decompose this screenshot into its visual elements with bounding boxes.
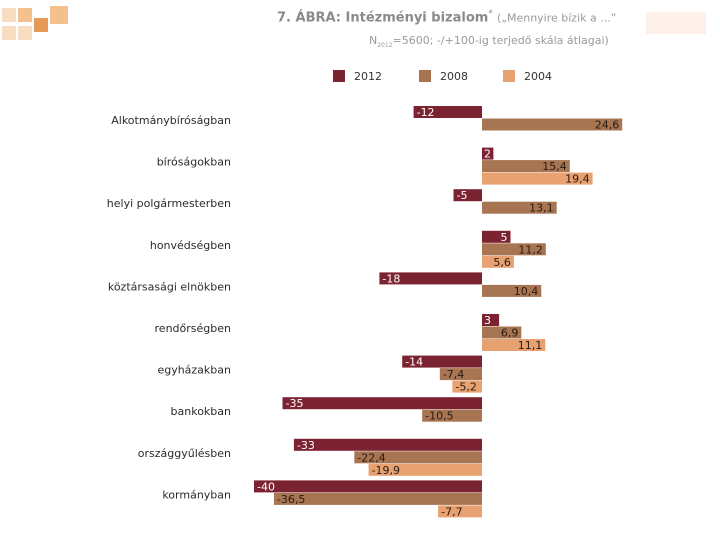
data-label-2004: 11,1 <box>518 339 543 352</box>
subtitle-n: N <box>369 34 378 47</box>
bar-2012 <box>254 480 482 493</box>
chart-title-star: * <box>488 9 493 19</box>
category-label: rendőrségben <box>155 322 231 335</box>
data-label-2012: -40 <box>257 480 275 493</box>
bar-2012 <box>379 272 482 285</box>
bar-2008 <box>482 201 557 214</box>
data-label-2004: -7,7 <box>441 505 462 518</box>
legend-label: 2004 <box>524 70 552 83</box>
logo-square <box>34 18 48 32</box>
category-label: egyházakban <box>157 364 231 377</box>
bar-2004 <box>438 505 482 518</box>
category-label: országgyűlésben <box>138 447 231 460</box>
bar-2012 <box>282 397 482 410</box>
data-label-2012: -5 <box>457 189 468 202</box>
bar-2012 <box>293 438 482 451</box>
subtitle-n-sub: 2012 <box>377 42 393 50</box>
bar-2012 <box>413 106 482 118</box>
logo-square <box>2 26 16 40</box>
category-label: Alkotmánybíróságban <box>111 114 231 127</box>
logo <box>0 0 75 45</box>
data-label-2008: 24,6 <box>595 119 620 132</box>
data-label-2012: -12 <box>417 106 435 119</box>
bar-2004 <box>482 172 593 185</box>
data-label-2008: 6,9 <box>501 327 519 340</box>
category-label: helyi polgármesterben <box>107 197 231 210</box>
subtitle-rest: =5600; -/+100-ig terjedő skála átlagai) <box>392 34 609 47</box>
logo-square <box>2 8 16 22</box>
legend-item-2008: 2008 <box>419 70 468 83</box>
bar-2004 <box>368 463 482 476</box>
data-label-2008: -22,4 <box>357 451 385 464</box>
bar-2008 <box>273 492 482 505</box>
data-label-2004: 19,4 <box>565 173 590 186</box>
bar-2008 <box>482 326 522 339</box>
category-label: köztársasági elnökben <box>108 280 231 293</box>
corner-decoration <box>646 12 706 34</box>
data-label-2012: -33 <box>297 439 315 452</box>
data-label-2004: -19,9 <box>372 464 400 477</box>
bar-2008 <box>439 368 482 381</box>
bar-2008 <box>482 160 570 173</box>
chart-title: 7. ÁBRA: Intézményi bizalom* („Mennyire … <box>277 9 616 25</box>
logo-square <box>18 8 32 22</box>
bar-2004 <box>482 339 546 351</box>
bar-2008 <box>482 118 623 131</box>
chart-title-main: 7. ÁBRA: Intézményi bizalom <box>277 10 489 26</box>
chart-subtitle: N2012=5600; -/+100-ig terjedő skála átla… <box>369 34 609 49</box>
data-label-2012: -14 <box>405 356 423 369</box>
bar-2004 <box>482 255 514 268</box>
category-label: kormányban <box>162 488 231 501</box>
bar-2008 <box>354 451 482 464</box>
legend-label: 2012 <box>354 70 382 83</box>
category-label: bankokban <box>171 405 231 418</box>
bar-2012 <box>402 355 482 368</box>
category-label: honvédségben <box>150 239 231 252</box>
chart-title-quote: („Mennyire bízik a ...” <box>496 11 617 25</box>
legend-item-2012: 2012 <box>333 70 382 83</box>
legend-swatch-2008 <box>419 70 431 82</box>
logo-square <box>50 6 68 24</box>
data-label-2008: -36,5 <box>277 493 305 506</box>
legend-label: 2008 <box>440 70 468 83</box>
bar-2012 <box>482 147 494 160</box>
data-label-2012: -18 <box>382 272 400 285</box>
data-label-2008: 11,2 <box>518 243 543 256</box>
data-label-2012: 5 <box>501 231 508 244</box>
data-label-2012: 3 <box>484 314 491 327</box>
data-label-2008: -7,4 <box>443 368 464 381</box>
legend-item-2004: 2004 <box>503 70 552 83</box>
bar-2012 <box>482 314 500 326</box>
bar-2012 <box>453 189 482 202</box>
data-label-2004: 5,6 <box>493 256 511 269</box>
bar-2008 <box>422 409 482 422</box>
category-label: bíróságokban <box>157 156 231 169</box>
data-label-2008: 13,1 <box>529 202 554 215</box>
legend-swatch-2012 <box>333 70 345 82</box>
data-label-2004: -5,2 <box>455 381 476 394</box>
data-label-2008: 15,4 <box>542 160 567 173</box>
bar-2008 <box>482 284 542 297</box>
legend-swatch-2004 <box>503 70 515 82</box>
data-label-2008: -10,5 <box>425 410 453 423</box>
data-label-2008: 10,4 <box>514 285 539 298</box>
bar-2012 <box>482 230 511 243</box>
bar-2008 <box>482 243 546 256</box>
logo-square <box>18 26 32 40</box>
bar-2004 <box>452 380 482 393</box>
data-label-2012: 2 <box>484 148 491 161</box>
data-label-2012: -35 <box>286 397 304 410</box>
